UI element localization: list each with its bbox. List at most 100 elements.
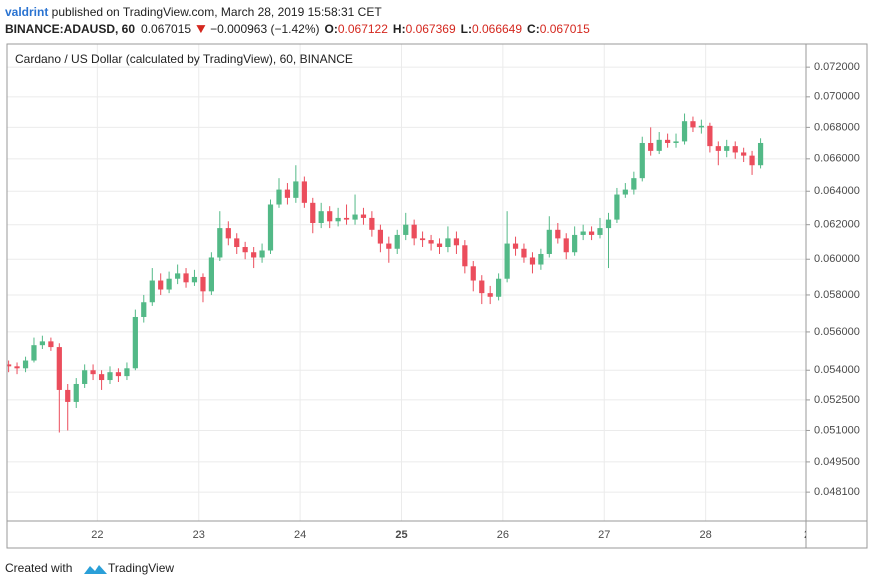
change: −0.000963 (−1.42%)	[210, 22, 319, 36]
y-tick-label: 0.060000	[814, 253, 860, 265]
candle-body	[225, 228, 231, 239]
y-tick-label: 0.049500	[814, 456, 860, 468]
candle-body	[31, 345, 37, 361]
candle-body	[377, 229, 384, 244]
y-tick-label: 0.062000	[814, 219, 860, 231]
y-tick-label: 0.066000	[814, 153, 860, 165]
candle-body	[495, 278, 502, 297]
candle-body	[749, 155, 755, 166]
candle-body	[555, 229, 561, 239]
plot-area	[7, 44, 806, 521]
candle-body	[284, 189, 291, 198]
candle-body	[251, 252, 257, 258]
candle-body	[639, 142, 645, 179]
x-tick-label: 22	[91, 529, 103, 541]
candle-body	[521, 248, 527, 258]
candle-body	[82, 370, 88, 384]
candle-body	[343, 217, 350, 220]
candle-body	[470, 266, 476, 281]
candle-body	[563, 238, 569, 253]
x-tick-label: 26	[497, 529, 509, 541]
candle-body	[7, 364, 12, 367]
candle-body	[690, 121, 696, 128]
y-tick-label: 0.064000	[814, 185, 860, 197]
candle-body	[352, 214, 358, 220]
candle-body	[386, 243, 392, 249]
candle-body	[56, 347, 62, 390]
candle-body	[614, 194, 620, 220]
candle-body	[124, 368, 130, 377]
x-tick-label: 2	[804, 529, 810, 541]
candle-body	[183, 273, 189, 283]
candle-body	[665, 139, 671, 143]
candle-body	[115, 372, 122, 377]
brand[interactable]: TradingView	[108, 561, 174, 575]
candle-body	[191, 276, 198, 283]
candle-body	[259, 250, 265, 258]
candle-body	[622, 189, 628, 195]
candle-body	[512, 243, 519, 249]
candle-body	[580, 231, 586, 235]
candle-body	[166, 278, 172, 290]
candle-body	[149, 280, 155, 303]
candle-body	[403, 224, 409, 235]
ohlc-value: 0.066649	[472, 22, 522, 36]
ohlc-label: L:	[461, 22, 472, 36]
candle-body	[98, 374, 105, 381]
y-tick-label: 0.054000	[814, 364, 860, 376]
candle-body	[715, 146, 721, 151]
symbol-line: BINANCE:ADAUSD, 60 0.067015 −0.000963 (−1.…	[5, 22, 590, 36]
candle-body	[462, 245, 468, 267]
candle-body	[132, 316, 138, 369]
pane-border	[6, 43, 868, 549]
last-price: 0.067015	[141, 22, 191, 36]
candle-body	[479, 280, 485, 294]
x-tick-label: 28	[700, 529, 712, 541]
candle-body	[65, 389, 71, 402]
candle-body	[234, 238, 240, 248]
down-arrow	[196, 25, 206, 34]
candle-body	[90, 370, 96, 375]
candle-body	[217, 228, 223, 258]
candle-body	[318, 211, 324, 223]
ohlc-label: C:	[527, 22, 540, 36]
candle-body	[175, 273, 181, 279]
x-tick-label: 27	[598, 529, 610, 541]
candle-body	[487, 293, 493, 297]
y-tick-label: 0.072000	[814, 61, 860, 73]
candle-body	[732, 146, 738, 153]
candle-body	[538, 253, 544, 265]
brand-logo[interactable]	[84, 565, 107, 574]
candle-body	[22, 360, 29, 369]
candle-body	[360, 214, 367, 218]
candle-body	[301, 181, 307, 203]
candle-body	[335, 217, 341, 222]
candle-body	[267, 204, 274, 251]
y-tick-label: 0.051000	[814, 424, 860, 436]
candle-body	[411, 224, 417, 239]
candle-body	[208, 257, 214, 292]
y-tick-label: 0.058000	[814, 289, 860, 301]
candle-body	[327, 211, 333, 222]
author[interactable]: valdrint	[5, 5, 48, 19]
candle-body	[158, 280, 164, 290]
candle-body	[276, 189, 282, 205]
y-tick-label: 0.068000	[814, 121, 860, 133]
candle-body	[310, 202, 316, 223]
symbol: BINANCE:ADAUSD, 60	[5, 22, 135, 36]
candle-body	[141, 302, 147, 317]
x-tick-label: 25	[395, 529, 407, 541]
candle-body	[200, 276, 206, 292]
candle-body	[724, 146, 730, 151]
candle-body	[572, 234, 578, 253]
candle-body	[73, 383, 79, 402]
candle-body	[39, 341, 45, 346]
candle-body	[656, 139, 662, 151]
candle-body	[445, 238, 451, 248]
y-tick-label: 0.070000	[814, 91, 860, 103]
y-tick-label: 0.056000	[814, 326, 860, 338]
candle-body	[504, 243, 510, 279]
candle-body	[546, 229, 552, 254]
candle-body	[631, 178, 637, 190]
